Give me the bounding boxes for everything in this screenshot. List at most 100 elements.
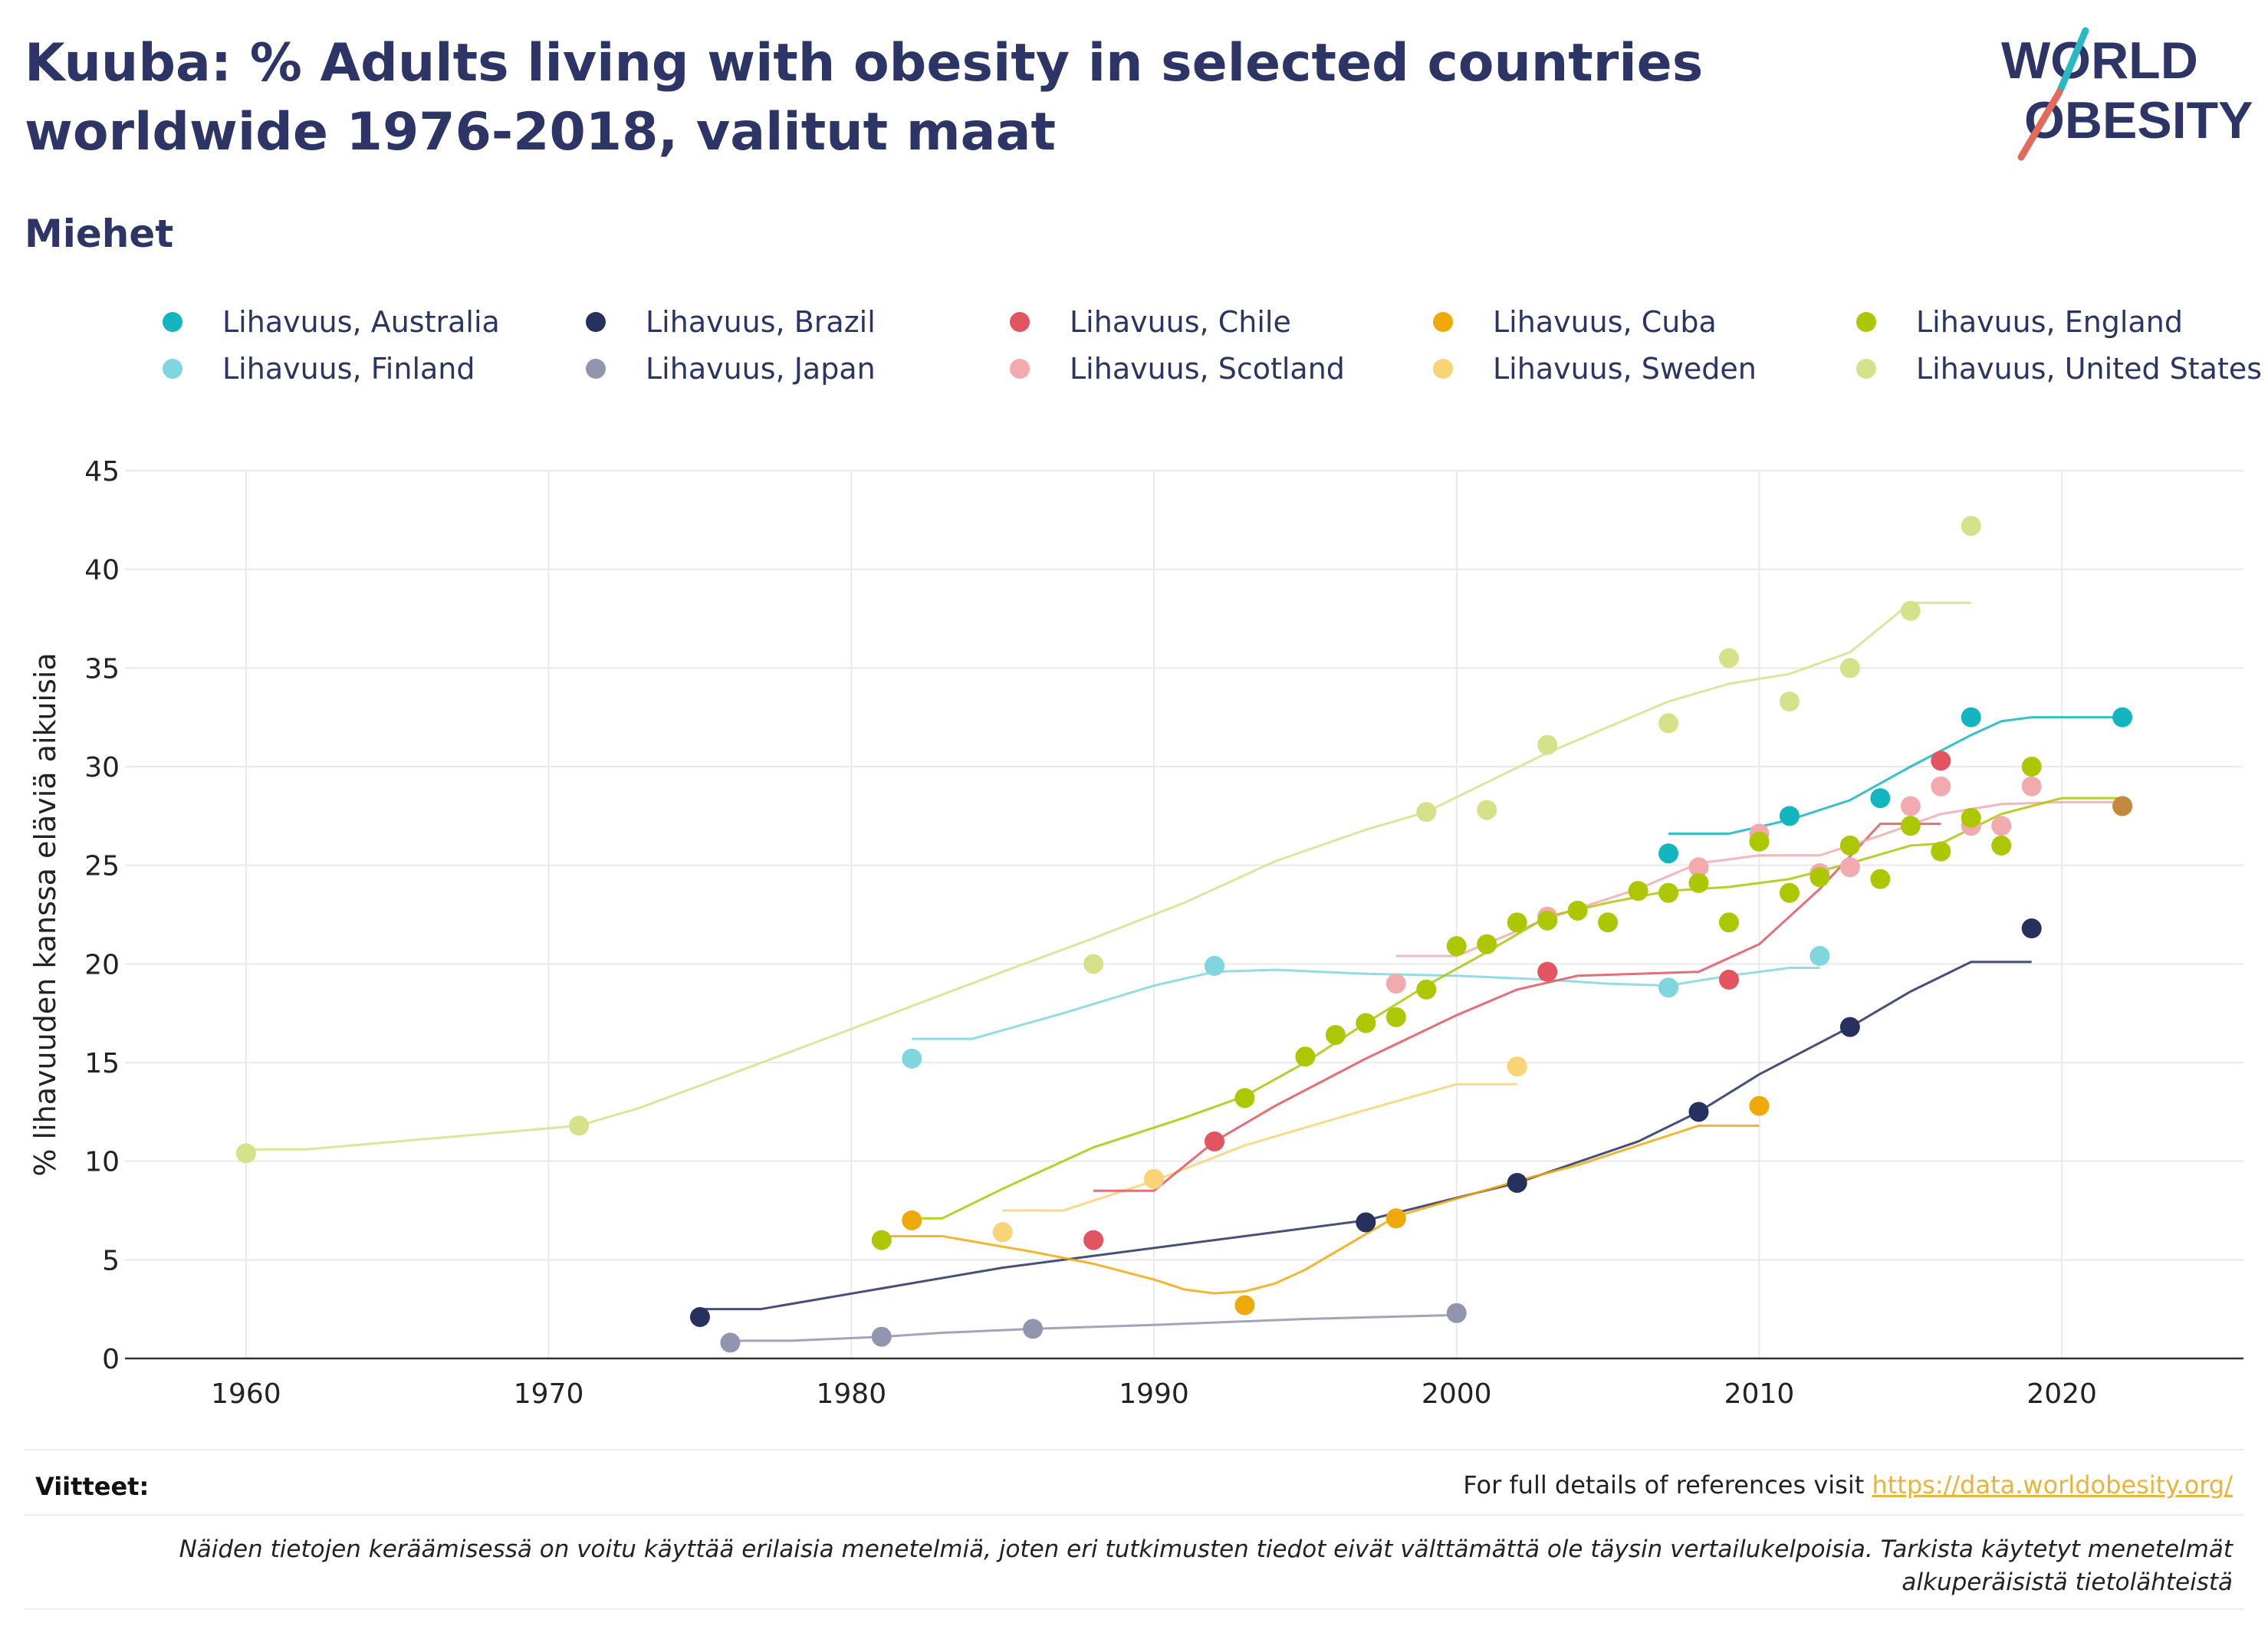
data-point xyxy=(1779,691,1800,712)
data-point xyxy=(1385,1208,1406,1229)
data-point xyxy=(1839,835,1860,856)
legend-item[interactable]: Lihavuus, Australia xyxy=(163,305,500,339)
x-tick-label: 1990 xyxy=(1119,1378,1189,1410)
data-point xyxy=(1688,872,1709,893)
data-point xyxy=(1416,979,1437,1000)
data-point xyxy=(1537,910,1558,931)
data-point xyxy=(1870,788,1891,809)
trend-line xyxy=(699,961,2032,1311)
legend-item[interactable]: Lihavuus, Scotland xyxy=(1010,352,1345,386)
legend-marker xyxy=(1010,359,1030,379)
legend-item[interactable]: Lihavuus, England xyxy=(1856,305,2183,339)
trend-line xyxy=(1668,716,2123,835)
y-tick-label: 45 xyxy=(84,456,120,488)
x-tick-label: 2010 xyxy=(1724,1378,1795,1410)
trend-line xyxy=(245,601,1971,1151)
data-point xyxy=(2112,796,2133,816)
data-point xyxy=(1385,974,1406,994)
legend-label: Lihavuus, United States xyxy=(1916,352,2263,386)
legend-item[interactable]: Lihavuus, Japan xyxy=(586,352,876,386)
data-point xyxy=(1507,912,1527,933)
legend-marker xyxy=(163,359,182,379)
data-point xyxy=(720,1332,741,1353)
data-point xyxy=(1023,1319,1044,1339)
trend-line xyxy=(1002,1082,1517,1212)
legend-item[interactable]: Lihavuus, United States xyxy=(1856,352,2262,386)
references-link[interactable]: https://data.worldobesity.org/ xyxy=(1872,1470,2233,1500)
x-tick-label: 1980 xyxy=(817,1378,887,1410)
data-point xyxy=(2021,776,2042,797)
data-point xyxy=(1991,816,2012,836)
world-obesity-logo: WORLD OBESITY xyxy=(2001,27,2253,161)
data-point xyxy=(1718,969,1739,990)
legend-label: Lihavuus, Japan xyxy=(646,352,876,386)
data-point xyxy=(1385,1007,1406,1027)
legend-label: Lihavuus, Sweden xyxy=(1493,352,1757,386)
data-point xyxy=(1477,934,1497,954)
logo-slash-teal xyxy=(2056,27,2089,96)
y-tick-label: 30 xyxy=(84,752,120,783)
trend-line xyxy=(730,1313,1457,1342)
data-point xyxy=(1961,516,1981,537)
data-point xyxy=(1507,1172,1527,1193)
legend-label: Lihavuus, Australia xyxy=(222,305,500,339)
data-point xyxy=(1658,882,1679,903)
x-tick-label: 1960 xyxy=(211,1378,281,1410)
footer-divider-top xyxy=(25,1449,2243,1450)
y-axis-label: % lihavuuden kanssa eläviä aikuisia xyxy=(28,652,62,1176)
data-point xyxy=(1446,1302,1467,1323)
data-point xyxy=(1931,751,1951,771)
legend-label: Lihavuus, Chile xyxy=(1070,305,1291,339)
legend-item[interactable]: Lihavuus, Brazil xyxy=(586,305,876,339)
y-tick-label: 35 xyxy=(84,653,120,685)
data-point xyxy=(1356,1013,1376,1033)
trend-line xyxy=(881,1124,1760,1295)
legend-item[interactable]: Lihavuus, Chile xyxy=(1010,305,1291,339)
legend-label: Lihavuus, Cuba xyxy=(1493,305,1717,339)
legend-item[interactable]: Lihavuus, Finland xyxy=(163,352,475,386)
references-text-prefix: For full details of references visit xyxy=(1463,1470,1872,1500)
data-point xyxy=(871,1326,892,1347)
x-tick-label: 2020 xyxy=(2026,1378,2097,1410)
data-point xyxy=(1839,1017,1860,1037)
data-point xyxy=(1931,841,1951,862)
data-point xyxy=(1477,800,1497,820)
data-point xyxy=(1083,954,1104,974)
logo-text-line1: WORLD xyxy=(2001,31,2198,90)
legend-item[interactable]: Lihavuus, Cuba xyxy=(1433,305,1717,339)
chart-plot: 0 5 10 15 20 25 30 35 40 45 1960 1970 1980 1990 2000 20… xyxy=(28,456,2243,1410)
data-point xyxy=(1809,867,1830,888)
data-point xyxy=(1144,1168,1165,1189)
legend-marker xyxy=(1856,312,1876,332)
references-text: For full details of references visit htt… xyxy=(1463,1470,2233,1500)
data-point xyxy=(1598,912,1619,933)
data-point xyxy=(1204,955,1224,976)
data-point xyxy=(569,1115,590,1136)
data-point xyxy=(1658,713,1679,734)
data-point xyxy=(1658,843,1679,864)
data-point xyxy=(1900,796,1921,816)
data-point xyxy=(1688,857,1709,878)
trend-line xyxy=(912,966,1820,1040)
legend-marker xyxy=(586,359,606,379)
x-tick-label: 1970 xyxy=(514,1378,584,1410)
data-point xyxy=(235,1143,256,1164)
data-point xyxy=(902,1048,922,1069)
data-point xyxy=(1537,961,1558,982)
data-point xyxy=(689,1306,710,1327)
legend-item[interactable]: Lihavuus, Sweden xyxy=(1433,352,1757,386)
legend-marker xyxy=(1433,312,1453,332)
data-point xyxy=(1567,900,1588,921)
data-point xyxy=(1325,1024,1346,1045)
data-point xyxy=(1718,648,1739,668)
y-tick-label: 20 xyxy=(84,949,120,981)
data-point xyxy=(1961,807,1981,828)
data-point xyxy=(1537,734,1558,755)
legend-label: Lihavuus, Finland xyxy=(222,352,475,386)
data-point xyxy=(1658,977,1679,998)
legend-marker xyxy=(1010,312,1030,332)
data-point xyxy=(1809,946,1830,967)
legend-marker xyxy=(1433,359,1453,379)
data-point xyxy=(1870,869,1891,889)
footer-divider-middle xyxy=(25,1514,2243,1516)
